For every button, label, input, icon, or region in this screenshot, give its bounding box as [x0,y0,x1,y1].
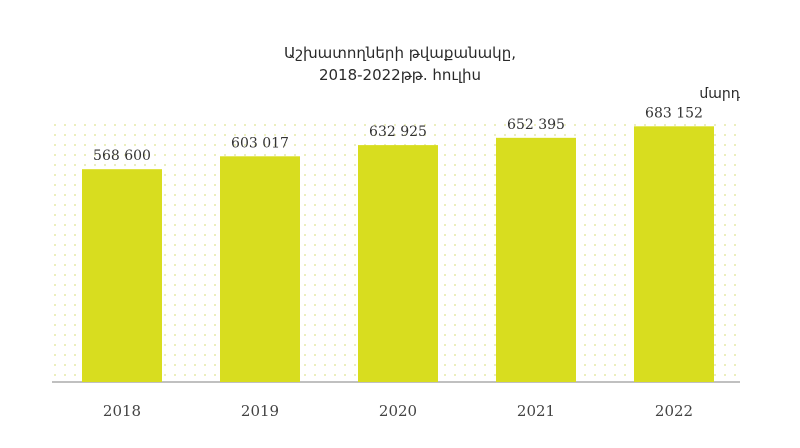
bars-group: 568 600 2018 603 017 2019 632 925 2020 652 395… [82,105,714,420]
value-label-2018: 568 600 [93,148,151,164]
category-label-2021: 2021 [517,402,555,420]
chart-title: Աշխատողների թվաքանակը, 2018-2022թթ. հուլ… [0,42,800,86]
value-label-2019: 603 017 [231,135,289,151]
bar-2018 [82,169,162,382]
value-label-2021: 652 395 [507,117,565,133]
unit-label: մարդ [699,86,740,102]
bar-2022 [634,126,714,382]
category-label-2019: 2019 [241,402,279,420]
bar-2021 [496,137,576,382]
value-label-2020: 632 925 [369,124,427,140]
category-label-2018: 2018 [103,402,141,420]
chart-title-line2: 2018-2022թթ. հուլիս [318,66,482,84]
category-label-2022: 2022 [655,402,693,420]
value-label-2022: 683 152 [645,105,703,121]
bar-2019 [220,156,300,382]
chart-title-line1: Աշխատողների թվաքանակը, [284,44,516,62]
bar-2020 [358,145,438,382]
category-label-2020: 2020 [379,402,417,420]
